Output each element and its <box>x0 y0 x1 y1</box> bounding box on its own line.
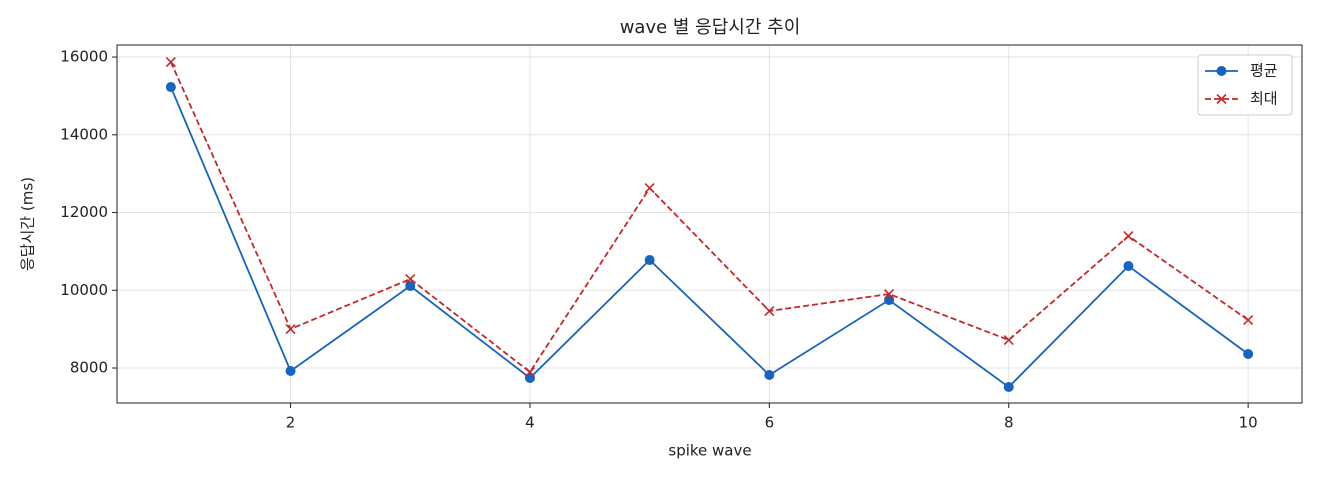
legend-box <box>1197 54 1293 116</box>
marker <box>1123 261 1134 272</box>
marker <box>285 366 296 377</box>
marker <box>285 323 296 335</box>
y-axis-label: 응답시간 (ms) <box>19 177 37 271</box>
series-line <box>170 61 1249 374</box>
marker <box>165 82 176 93</box>
legend-label: 평균 <box>1250 62 1278 80</box>
series-line <box>170 86 1249 389</box>
marker <box>165 56 176 68</box>
marker <box>1216 93 1227 105</box>
marker <box>405 273 416 285</box>
plot-frame <box>116 44 1303 404</box>
marker <box>405 281 416 292</box>
marker <box>1243 314 1254 326</box>
marker <box>1003 334 1014 346</box>
y-tick-label: 14000 <box>60 125 108 143</box>
x-axis-label: spike wave <box>668 442 751 460</box>
x-tick-label: 10 <box>1239 414 1258 432</box>
marker <box>1243 349 1254 360</box>
marker <box>644 182 655 194</box>
marker <box>883 288 895 300</box>
legend-label: 최대 <box>1250 90 1278 108</box>
marker <box>764 370 775 381</box>
y-tick-label: 8000 <box>70 359 108 377</box>
x-tick-label: 2 <box>286 414 296 432</box>
marker <box>1003 382 1014 393</box>
y-tick-label: 10000 <box>60 281 108 299</box>
marker <box>764 305 775 317</box>
marker <box>1123 230 1134 242</box>
y-tick-label: 16000 <box>60 48 108 66</box>
marker <box>524 366 536 378</box>
x-tick-label: 6 <box>765 414 775 432</box>
marker <box>1216 66 1227 76</box>
marker <box>644 255 655 266</box>
chart-title: wave 별 응답시간 추이 <box>620 17 801 38</box>
x-tick-label: 8 <box>1004 414 1014 432</box>
x-tick-label: 4 <box>525 414 535 432</box>
y-tick-label: 12000 <box>60 203 108 221</box>
